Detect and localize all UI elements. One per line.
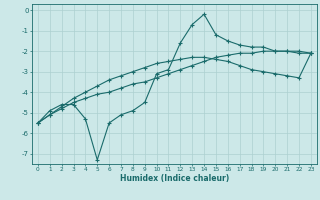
X-axis label: Humidex (Indice chaleur): Humidex (Indice chaleur) xyxy=(120,174,229,183)
